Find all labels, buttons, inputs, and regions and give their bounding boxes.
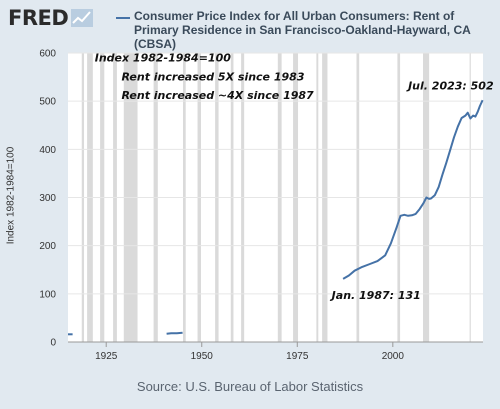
x-tick-label: 1925 [95, 351, 118, 362]
x-tick-label: 1975 [286, 351, 309, 362]
y-tick-label: 300 [39, 193, 56, 204]
chart-title: Consumer Price Index for All Urban Consu… [134, 9, 471, 51]
y-tick-label: 400 [39, 145, 56, 156]
annotation: Jan. 1987: 131 [330, 289, 421, 302]
x-tick-label: 1950 [191, 351, 214, 362]
series-line [342, 99, 484, 280]
line-chart-icon [71, 9, 94, 27]
source-note: Source: U.S. Bureau of Labor Statistics [136, 379, 364, 394]
y-tick-label: 500 [39, 97, 56, 108]
annotation: Rent increased 5X since 1983 [121, 70, 304, 83]
fred-logo: FRED [8, 6, 94, 30]
annotation: Rent increased ~4X since 1987 [121, 89, 314, 102]
y-axis-title: Index 1982-1984=100 [5, 146, 17, 245]
y-tick-label: 0 [50, 338, 56, 349]
x-tick-label: 2000 [382, 351, 405, 362]
fred-logo-text: FRED [8, 6, 69, 30]
y-tick-label: 200 [39, 241, 56, 252]
legend-line-swatch [116, 17, 130, 19]
y-tick-label: 600 [39, 49, 56, 60]
annotation: Jul. 2023: 502 [406, 80, 494, 93]
series-line [166, 331, 183, 335]
y-tick-label: 100 [39, 289, 56, 300]
annotation: Index 1982-1984=100 [95, 52, 232, 65]
